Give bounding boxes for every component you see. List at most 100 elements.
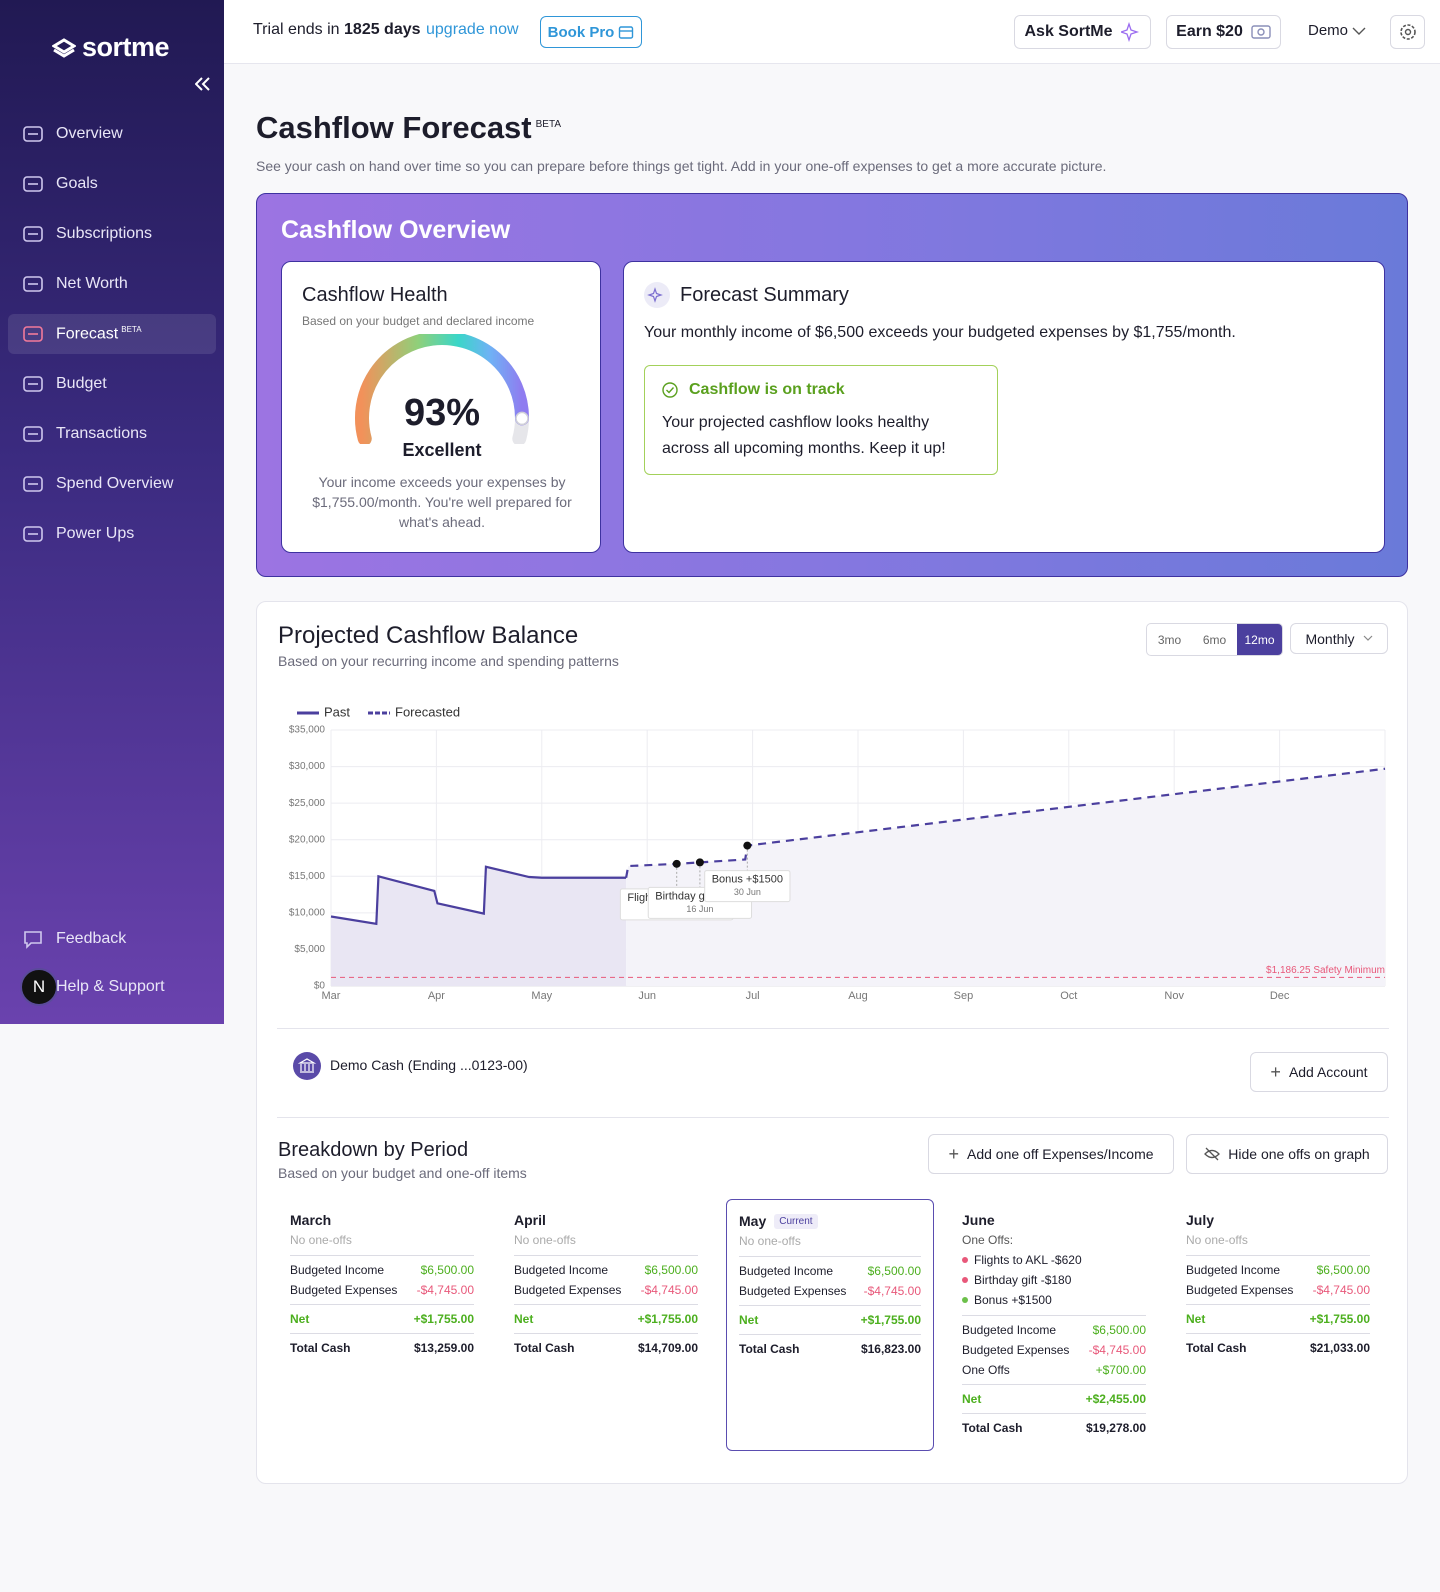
settings-button[interactable]	[1390, 15, 1425, 49]
row-value: $6,500.00	[867, 1264, 921, 1278]
icon-circle	[662, 382, 678, 398]
x-tick-label: May	[531, 990, 552, 1002]
event-label: Bonus +$1500	[712, 873, 783, 885]
one-off-item: Birthday gift -$180	[962, 1273, 1146, 1287]
row-value: -$4,745.00	[863, 1284, 921, 1298]
health-title: Cashflow Health	[302, 284, 448, 306]
range-option[interactable]: 12mo	[1237, 624, 1282, 655]
period-note: No one-offs	[1186, 1233, 1248, 1247]
nav-icon	[23, 276, 43, 292]
y-tick-label: $15,000	[289, 871, 326, 882]
row-label: Budgeted Income	[962, 1323, 1057, 1337]
calendar-icon	[619, 26, 634, 39]
top-bar: Trial ends in 1825 days upgrade now Book P…	[224, 0, 1440, 64]
chevron-icon	[1363, 635, 1372, 641]
period-row: Total Cash $14,709.00	[514, 1333, 698, 1358]
one-off-dot	[962, 1297, 968, 1303]
event-point	[743, 841, 752, 850]
health-subtitle: Based on your budget and declared income	[302, 314, 535, 328]
x-tick-label: Oct	[1060, 990, 1077, 1002]
row-value: -$4,745.00	[1312, 1283, 1370, 1297]
row-value: $6,500.00	[644, 1263, 698, 1277]
row-label: Budgeted Expenses	[962, 1343, 1070, 1357]
event-tooltip	[704, 870, 791, 903]
nav-item[interactable]: Subscriptions	[8, 214, 216, 254]
summary-title: Forecast Summary	[680, 284, 849, 306]
nav-item[interactable]: Budget	[8, 364, 216, 404]
earn-label: Earn $20	[1176, 23, 1243, 40]
add-one-off-button[interactable]: + Add one off Expenses/Income	[928, 1134, 1174, 1174]
period-row: Net +$2,455.00	[962, 1384, 1146, 1409]
current-badge: Current	[774, 1213, 818, 1229]
period-rows: Budgeted Income $6,500.00 Budgeted Expense…	[962, 1315, 1146, 1438]
logo-shape	[52, 37, 76, 58]
x-tick-label: Jul	[746, 990, 760, 1002]
period-month: March	[290, 1212, 332, 1228]
nav-icon	[23, 176, 43, 192]
hide-one-offs-button[interactable]: Hide one offs on graph	[1186, 1134, 1388, 1174]
health-rating: Excellent	[402, 440, 482, 460]
summary-card: Forecast Summary Your monthly income of $…	[623, 261, 1385, 553]
nav-icon	[23, 126, 43, 142]
check-icon	[662, 382, 678, 398]
add-account-button[interactable]: + Add Account	[1250, 1052, 1388, 1092]
period-row: Total Cash $16,823.00	[739, 1334, 921, 1359]
nav-icon	[23, 376, 43, 392]
row-value: $19,278.00	[1085, 1421, 1146, 1435]
nav-item[interactable]: Power Ups	[8, 514, 216, 554]
range-option[interactable]: 3mo	[1157, 632, 1182, 647]
upgrade-link[interactable]: upgrade now	[426, 21, 519, 38]
page-title: Cashflow Forecast BETA	[256, 110, 561, 146]
nav-item[interactable]: Net Worth	[8, 264, 216, 304]
row-value: $21,033.00	[1309, 1341, 1370, 1355]
logo-icon	[52, 37, 76, 58]
feedback-icon	[24, 931, 42, 949]
row-label: Budgeted Income	[1186, 1263, 1281, 1277]
book-pro-button[interactable]: Book Pro	[540, 16, 642, 48]
page-title-text: Cashflow Forecast	[256, 110, 532, 145]
series-line	[330, 865, 627, 926]
nav-item[interactable]: Feedback	[8, 919, 216, 959]
row-value: $6,500.00	[1092, 1323, 1146, 1337]
row-label: Total Cash	[514, 1341, 575, 1355]
nav-item[interactable]: N Help & Support	[8, 967, 216, 1007]
icon-shape	[1120, 22, 1139, 42]
nav-item[interactable]: Goals	[8, 164, 216, 204]
period-row: Budgeted Income $6,500.00	[1186, 1260, 1370, 1280]
earn-button[interactable]: Earn $20	[1166, 15, 1281, 49]
row-value: +$1,755.00	[860, 1313, 921, 1327]
icon-shape	[23, 476, 43, 492]
row-value: -$4,745.00	[1088, 1343, 1146, 1357]
period-row: Net +$1,755.00	[739, 1305, 921, 1330]
period-month: June	[962, 1212, 995, 1228]
nav-label-text: Goals	[56, 175, 98, 192]
collapse-button[interactable]	[195, 77, 211, 91]
nav-item[interactable]: Overview	[8, 114, 216, 154]
row-label: Net	[739, 1313, 759, 1327]
row-label: Net	[514, 1312, 534, 1326]
user-name: Demo	[1308, 22, 1349, 39]
granularity-select[interactable]: Monthly	[1290, 623, 1388, 654]
period-row: Budgeted Income $6,500.00	[290, 1260, 474, 1280]
chart-card: Projected Cashflow Balance Based on your …	[256, 601, 1408, 1484]
period-row: Budgeted Expenses -$4,745.00	[290, 1280, 474, 1300]
icon-shape	[1363, 635, 1372, 641]
user-menu[interactable]: Demo	[1308, 22, 1366, 39]
nav-item[interactable]: Transactions	[8, 414, 216, 454]
nav-item[interactable]: Forecast BETA	[8, 314, 216, 354]
nav-icon	[23, 526, 43, 542]
y-tick-label: $10,000	[289, 907, 326, 918]
icon-shape	[297, 1058, 317, 1073]
y-tick-label: $20,000	[289, 834, 326, 845]
row-label: One Offs	[962, 1363, 1010, 1377]
nav-label-text: Forecast	[56, 325, 119, 343]
gauge-knob	[515, 411, 529, 426]
granularity-label: Monthly	[1305, 630, 1355, 647]
period-header: April	[514, 1211, 698, 1229]
range-option[interactable]: 6mo	[1202, 632, 1227, 647]
period-month: July	[1186, 1212, 1215, 1228]
chevron-icon	[1352, 27, 1366, 35]
nav-item[interactable]: Spend Overview	[8, 464, 216, 504]
row-value: +$1,755.00	[1309, 1312, 1370, 1326]
ask-button[interactable]: Ask SortMe	[1014, 15, 1151, 49]
